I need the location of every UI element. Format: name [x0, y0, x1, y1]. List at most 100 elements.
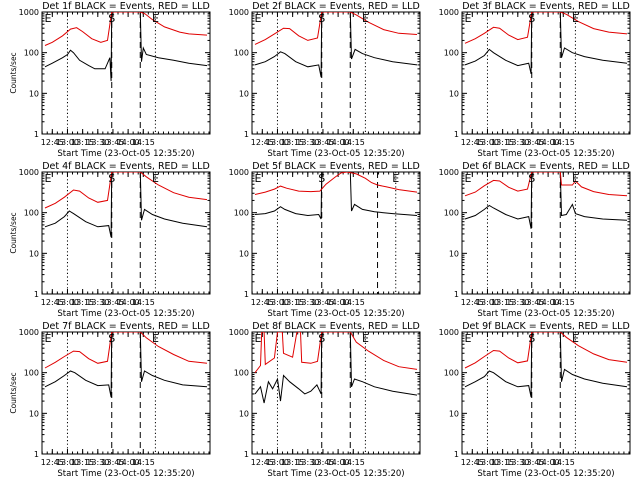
x-tick-label: 13:00: [266, 458, 289, 467]
x-tick-label: 12:45: [251, 458, 274, 467]
x-tick-label: 13:00: [266, 298, 289, 307]
interval-marker-e: E: [45, 172, 52, 185]
chart-panel-6: Det 6f BLACK = Events, RED = LLD 1 10 100 10…: [439, 161, 631, 319]
lld-series-line: [254, 172, 418, 195]
x-tick-label: 13:30: [86, 458, 109, 467]
interval-marker-e: E: [152, 332, 159, 345]
chart-panel-3: Det 3f BLACK = Events, RED = LLD 1 10 100 10…: [439, 1, 631, 159]
y-tick-label: 100: [444, 369, 459, 378]
y-tick-label: 1000: [439, 328, 459, 337]
events-series-line: [464, 12, 628, 75]
x-axis-label: Start Time (23-Oct-05 12:35:20): [57, 309, 194, 319]
lld-series-line: [44, 172, 208, 209]
interval-marker-e: E: [152, 172, 159, 185]
y-tick-label: 10: [449, 249, 459, 258]
x-tick-label: 13:00: [56, 458, 79, 467]
interval-marker-s: S: [528, 12, 535, 25]
y-tick-label: 1: [454, 450, 459, 459]
x-tick-label: 13:30: [506, 458, 529, 467]
y-axis-label: Counts/sec: [9, 52, 18, 93]
interval-marker-s: S: [318, 12, 325, 25]
x-tick-label: 13:00: [476, 298, 499, 307]
x-tick-label: 14:00: [537, 458, 560, 467]
interval-marker-s: S: [318, 332, 325, 345]
y-tick-label: 1: [454, 290, 459, 299]
interval-marker-s: S: [108, 172, 115, 185]
y-tick-label: 10: [239, 409, 249, 418]
events-series-line: [44, 12, 208, 82]
y-tick-label: 1: [34, 450, 39, 459]
chart-panel-4: Det 4f BLACK = Events, RED = LLD 1 10 100 10…: [9, 161, 211, 319]
interval-marker-e: E: [465, 332, 472, 345]
x-axis-label: Start Time (23-Oct-05 12:35:20): [267, 469, 404, 479]
x-tick-label: 13:00: [476, 138, 499, 147]
x-tick-label: 12:45: [461, 138, 484, 147]
y-tick-label: 1: [34, 130, 39, 139]
events-series-line: [254, 12, 418, 78]
y-tick-label: 10: [29, 249, 39, 258]
y-tick-label: 100: [24, 49, 39, 58]
chart-panel-8: Det 8f BLACK = Events, RED = LLD 1 10 100 10…: [229, 321, 421, 479]
y-tick-label: 10: [29, 409, 39, 418]
interval-marker-e: E: [45, 332, 52, 345]
x-tick-label: 13:30: [506, 298, 529, 307]
x-tick-label: 13:45: [101, 138, 124, 147]
x-tick-label: 13:45: [311, 458, 334, 467]
interval-marker-s: S: [108, 332, 115, 345]
events-series-line: [44, 172, 208, 238]
y-axis-label: Counts/sec: [9, 212, 18, 253]
interval-marker-s: S: [528, 172, 535, 185]
y-tick-label: 100: [234, 49, 249, 58]
x-tick-label: 12:45: [41, 298, 64, 307]
x-tick-label: 13:00: [56, 298, 79, 307]
x-tick-label: 13:15: [281, 138, 304, 147]
x-tick-label: 14:15: [342, 138, 365, 147]
chart-panel-5: Det 5f BLACK = Events, RED = LLD 1 10 100 10…: [229, 161, 421, 319]
y-tick-label: 1000: [19, 328, 39, 337]
chart-panel-7: Det 7f BLACK = Events, RED = LLD 1 10 100 10…: [9, 321, 211, 479]
x-tick-label: 13:15: [71, 138, 94, 147]
x-tick-label: 14:00: [117, 138, 140, 147]
x-tick-label: 13:30: [296, 458, 319, 467]
interval-marker-e: E: [572, 12, 579, 25]
lld-series-line: [44, 332, 208, 369]
x-tick-label: 12:45: [41, 458, 64, 467]
y-tick-label: 10: [449, 89, 459, 98]
lld-series-line: [464, 12, 628, 44]
x-tick-label: 14:00: [117, 458, 140, 467]
y-tick-label: 100: [444, 209, 459, 218]
x-axis-label: Start Time (23-Oct-05 12:35:20): [267, 149, 404, 159]
x-axis-label: Start Time (23-Oct-05 12:35:20): [477, 469, 614, 479]
y-tick-label: 1000: [229, 8, 249, 17]
x-tick-label: 13:15: [491, 298, 514, 307]
events-series-line: [254, 332, 418, 404]
x-tick-label: 13:45: [311, 298, 334, 307]
x-tick-label: 14:15: [132, 138, 155, 147]
chart-panel-9: Det 9f BLACK = Events, RED = LLD 1 10 100 10…: [439, 321, 631, 479]
x-tick-label: 13:30: [86, 138, 109, 147]
interval-marker-s: S: [108, 12, 115, 25]
interval-marker-e: E: [255, 332, 262, 345]
x-tick-label: 12:45: [461, 458, 484, 467]
x-tick-label: 14:00: [117, 298, 140, 307]
interval-marker-e: E: [255, 172, 262, 185]
interval-marker-e: E: [572, 172, 579, 185]
interval-marker-e: E: [465, 12, 472, 25]
events-series-line: [464, 332, 628, 398]
chart-title: Det 7f BLACK = Events, RED = LLD: [42, 321, 210, 332]
x-tick-label: 14:00: [537, 298, 560, 307]
y-tick-label: 10: [29, 89, 39, 98]
x-tick-label: 13:45: [521, 298, 544, 307]
x-tick-label: 13:00: [266, 138, 289, 147]
x-tick-label: 12:45: [41, 138, 64, 147]
lld-series-line: [44, 12, 208, 46]
y-tick-label: 1: [244, 450, 249, 459]
y-tick-label: 1000: [19, 168, 39, 177]
y-axis-label: Counts/sec: [9, 372, 18, 413]
interval-marker-e: E: [465, 172, 472, 185]
x-tick-label: 13:00: [56, 138, 79, 147]
x-tick-label: 14:00: [327, 298, 350, 307]
x-tick-label: 14:15: [342, 298, 365, 307]
y-tick-label: 10: [449, 409, 459, 418]
